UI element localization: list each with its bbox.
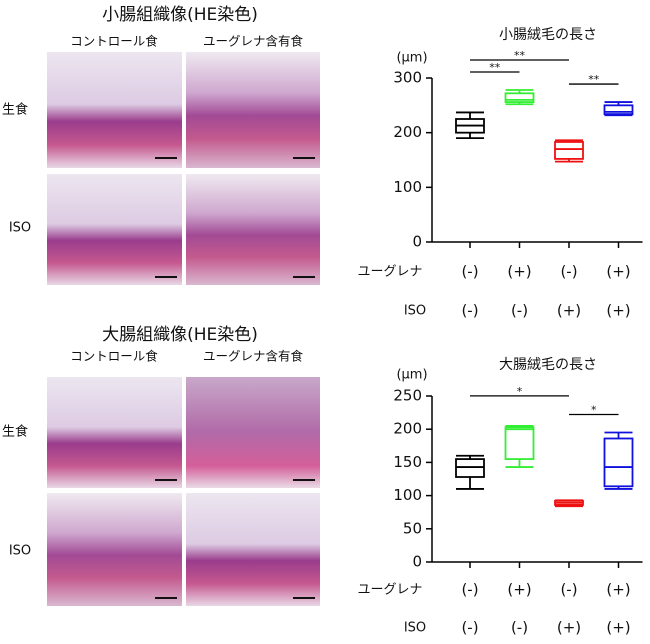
scale-bars — [155, 157, 315, 599]
significance-label: ** — [514, 49, 526, 62]
micrograph — [47, 493, 182, 606]
factor-name: ユーグレナ — [357, 265, 422, 280]
micrograph — [47, 377, 182, 488]
y-axis-label: (μm) — [396, 51, 427, 66]
factor-level: (+) — [557, 302, 581, 320]
factor-level: (+) — [606, 619, 630, 637]
factor-level: (+) — [507, 581, 531, 599]
y-tick-label: 300 — [393, 69, 422, 87]
panel-title: 大腸組織像(HE染色) — [102, 325, 258, 345]
significance-label: ** — [588, 73, 600, 86]
micrograph — [186, 377, 320, 488]
factor-level: (-) — [461, 302, 478, 320]
micrograph — [47, 174, 182, 285]
row-label: 生食 — [2, 102, 28, 118]
box — [455, 458, 485, 478]
y-axis-label: (μm) — [396, 368, 427, 383]
factor-name: ISO — [404, 621, 426, 636]
factor-level: (-) — [560, 263, 577, 281]
factor-level: (-) — [511, 619, 528, 637]
chart-title: 小腸絨毛の長さ — [499, 27, 597, 43]
factor-level: (-) — [560, 581, 577, 599]
factor-level: (-) — [511, 302, 528, 320]
box — [603, 104, 634, 115]
box — [504, 92, 535, 103]
micrograph — [186, 52, 320, 168]
y-tick-label: 150 — [393, 453, 422, 471]
y-tick-label: 250 — [393, 387, 422, 405]
factor-level: (+) — [606, 581, 630, 599]
significance-label: ** — [489, 61, 501, 74]
y-tick-label: 0 — [412, 553, 422, 571]
factor-level: (+) — [606, 302, 630, 320]
box — [603, 437, 634, 488]
y-tick-label: 200 — [393, 123, 422, 141]
row-label: ISO — [9, 544, 31, 559]
factor-level: (+) — [557, 619, 581, 637]
significance-label: * — [591, 404, 597, 417]
box — [504, 426, 535, 460]
chart-title: 大腸絨毛の長さ — [499, 357, 597, 373]
row-label: 生食 — [2, 424, 28, 440]
y-tick-label: 200 — [393, 420, 422, 438]
factor-name: ISO — [404, 304, 426, 319]
micrograph — [186, 174, 320, 285]
factor-name: ユーグレナ — [357, 583, 422, 598]
panel-title: 小腸組織像(HE染色) — [102, 5, 258, 25]
column-label: コントロール食 — [70, 34, 158, 49]
factor-level: (-) — [461, 619, 478, 637]
factor-level: (+) — [507, 263, 531, 281]
column-label: コントロール食 — [70, 349, 158, 364]
micrograph — [47, 52, 182, 168]
factor-level: (-) — [461, 263, 478, 281]
significance-label: * — [517, 385, 523, 398]
y-tick-label: 0 — [412, 233, 422, 251]
factor-level: (-) — [461, 581, 478, 599]
column-label: ユーグレナ含有食 — [203, 349, 304, 364]
y-tick-label: 100 — [393, 486, 422, 504]
row-label: ISO — [9, 221, 31, 236]
y-tick-label: 100 — [393, 178, 422, 196]
factor-level: (+) — [606, 263, 630, 281]
y-tick-label: 50 — [403, 519, 422, 537]
column-label: ユーグレナ含有食 — [203, 34, 304, 49]
micrograph — [186, 493, 320, 606]
box — [554, 141, 584, 160]
histology-panels: 小腸組織像(HE染色) コントロール食 ユーグレナ含有食 生食 ISO 大腸組織… — [2, 5, 320, 606]
